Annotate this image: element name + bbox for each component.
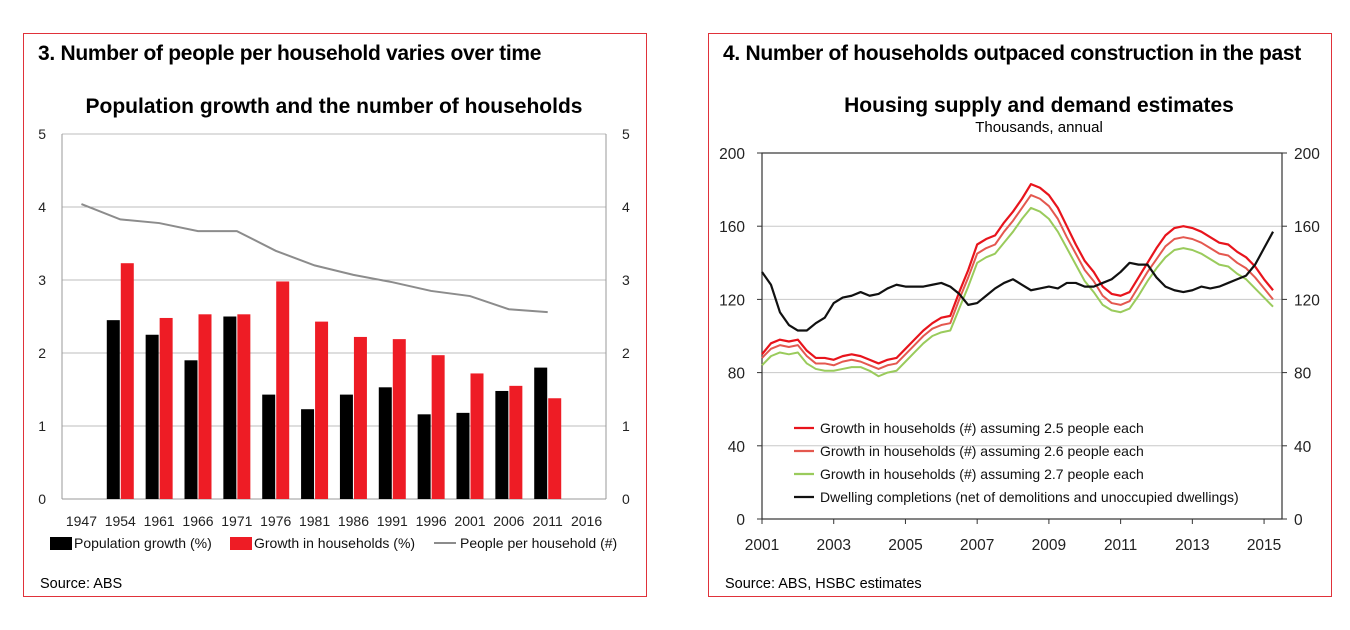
chart-subtitle: Thousands, annual (975, 119, 1103, 136)
y2-tick-label: 0 (1294, 512, 1303, 529)
bar-household-growth (431, 355, 445, 499)
x-tick-label: 2007 (960, 537, 994, 554)
bar-population-growth (378, 387, 392, 499)
x-tick-label: 2001 (745, 537, 779, 554)
x-tick-label: 1986 (338, 513, 369, 529)
y-tick-label: 160 (719, 219, 745, 236)
x-tick-label: 2013 (1175, 537, 1209, 554)
y-tick-label: 120 (719, 292, 745, 309)
bar-household-growth (237, 314, 251, 499)
y-tick-label: 2 (38, 345, 46, 361)
legend-label: People per household (#) (460, 535, 617, 551)
y2-tick-label: 200 (1294, 146, 1320, 163)
x-tick-label: 2015 (1247, 537, 1281, 554)
y-tick-label: 80 (728, 366, 746, 383)
x-tick-label: 1996 (416, 513, 447, 529)
bar-household-growth (120, 263, 134, 499)
line-households-2-7-people (761, 206, 1274, 378)
y-tick-label: 4 (38, 199, 46, 215)
bar-household-growth (548, 398, 562, 499)
x-tick-label: 1966 (182, 513, 213, 529)
y-tick-label: 5 (38, 126, 46, 142)
y2-tick-label: 1 (622, 418, 630, 434)
bar-household-growth (392, 339, 406, 499)
chart-panel-population: 3. Number of people per household varies… (23, 33, 647, 597)
x-tick-label: 1961 (144, 513, 175, 529)
bar-population-growth (456, 412, 470, 499)
source-note: Source: ABS (40, 576, 123, 592)
x-tick-label: 2005 (888, 537, 922, 554)
y2-tick-label: 120 (1294, 292, 1320, 309)
y-tick-label: 3 (38, 272, 46, 288)
bar-household-growth (198, 314, 212, 499)
population-chart: Population growth and the number of hous… (38, 95, 630, 551)
line-dwelling-completions (761, 231, 1275, 332)
y2-tick-label: 2 (622, 345, 630, 361)
bar-population-growth (417, 414, 431, 499)
legend-label: Growth in households (%) (254, 535, 415, 551)
bar-household-growth (315, 321, 329, 499)
line-households-2-6-people (761, 194, 1274, 370)
housing-chart: Housing supply and demand estimates Thous… (719, 94, 1320, 554)
chart-panel-housing: 4. Number of households outpaced constru… (708, 33, 1332, 597)
panel-heading: 4. Number of households outpaced constru… (723, 42, 1301, 65)
x-tick-label: 1954 (105, 513, 136, 529)
legend-swatch-household-growth (230, 537, 252, 550)
bar-population-growth (262, 394, 276, 499)
x-tick-label: 1976 (260, 513, 291, 529)
bar-household-growth (353, 336, 367, 499)
bar-population-growth (495, 390, 509, 499)
y2-tick-label: 160 (1294, 219, 1320, 236)
bar-population-growth (145, 334, 159, 499)
x-tick-label: 2001 (454, 513, 485, 529)
source-note: Source: ABS, HSBC estimates (725, 576, 922, 592)
bar-household-growth (159, 317, 173, 499)
y2-tick-label: 40 (1294, 439, 1312, 456)
y-tick-label: 200 (719, 146, 745, 163)
y2-tick-label: 3 (622, 272, 630, 288)
legend-swatch-population-growth (50, 537, 72, 550)
x-tick-label: 2011 (533, 513, 563, 529)
legend-label: Growth in households (#) assuming 2.5 pe… (820, 420, 1144, 436)
x-tick-label: 1971 (221, 513, 252, 529)
line-households-2-5-people (761, 183, 1274, 365)
x-tick-label: 2009 (1032, 537, 1066, 554)
y-tick-label: 1 (38, 418, 46, 434)
legend-label: Growth in households (#) assuming 2.7 pe… (820, 466, 1144, 482)
legend-label: Population growth (%) (74, 535, 212, 551)
x-tick-label: 2016 (571, 513, 602, 529)
x-tick-label: 2003 (816, 537, 850, 554)
bar-household-growth (509, 385, 523, 499)
y2-tick-label: 4 (622, 199, 630, 215)
x-tick-label: 2006 (493, 513, 524, 529)
legend-label: Growth in households (#) assuming 2.6 pe… (820, 443, 1144, 459)
y-tick-label: 0 (38, 491, 46, 507)
bar-population-growth (534, 367, 548, 499)
bar-household-growth (470, 373, 484, 499)
y-tick-label: 40 (728, 439, 746, 456)
y2-tick-label: 5 (622, 126, 630, 142)
y2-tick-label: 80 (1294, 366, 1312, 383)
bar-population-growth (106, 320, 120, 499)
plot-frame (761, 152, 1283, 520)
bar-population-growth (223, 316, 237, 499)
x-tick-label: 1947 (66, 513, 97, 529)
legend-label: Dwelling completions (net of demolitions… (820, 489, 1239, 505)
x-tick-label: 1981 (299, 513, 330, 529)
bar-household-growth (276, 281, 290, 499)
bar-population-growth (339, 394, 353, 499)
bar-population-growth (301, 409, 315, 499)
line-people-per-household (81, 203, 548, 314)
x-tick-label: 1991 (377, 513, 408, 529)
x-tick-label: 2011 (1104, 537, 1137, 554)
y-tick-label: 0 (736, 512, 745, 529)
chart-title: Population growth and the number of hous… (86, 95, 583, 118)
panel-heading: 3. Number of people per household varies… (38, 42, 542, 65)
bar-population-growth (184, 360, 198, 499)
y2-tick-label: 0 (622, 491, 630, 507)
chart-title: Housing supply and demand estimates (844, 94, 1234, 117)
